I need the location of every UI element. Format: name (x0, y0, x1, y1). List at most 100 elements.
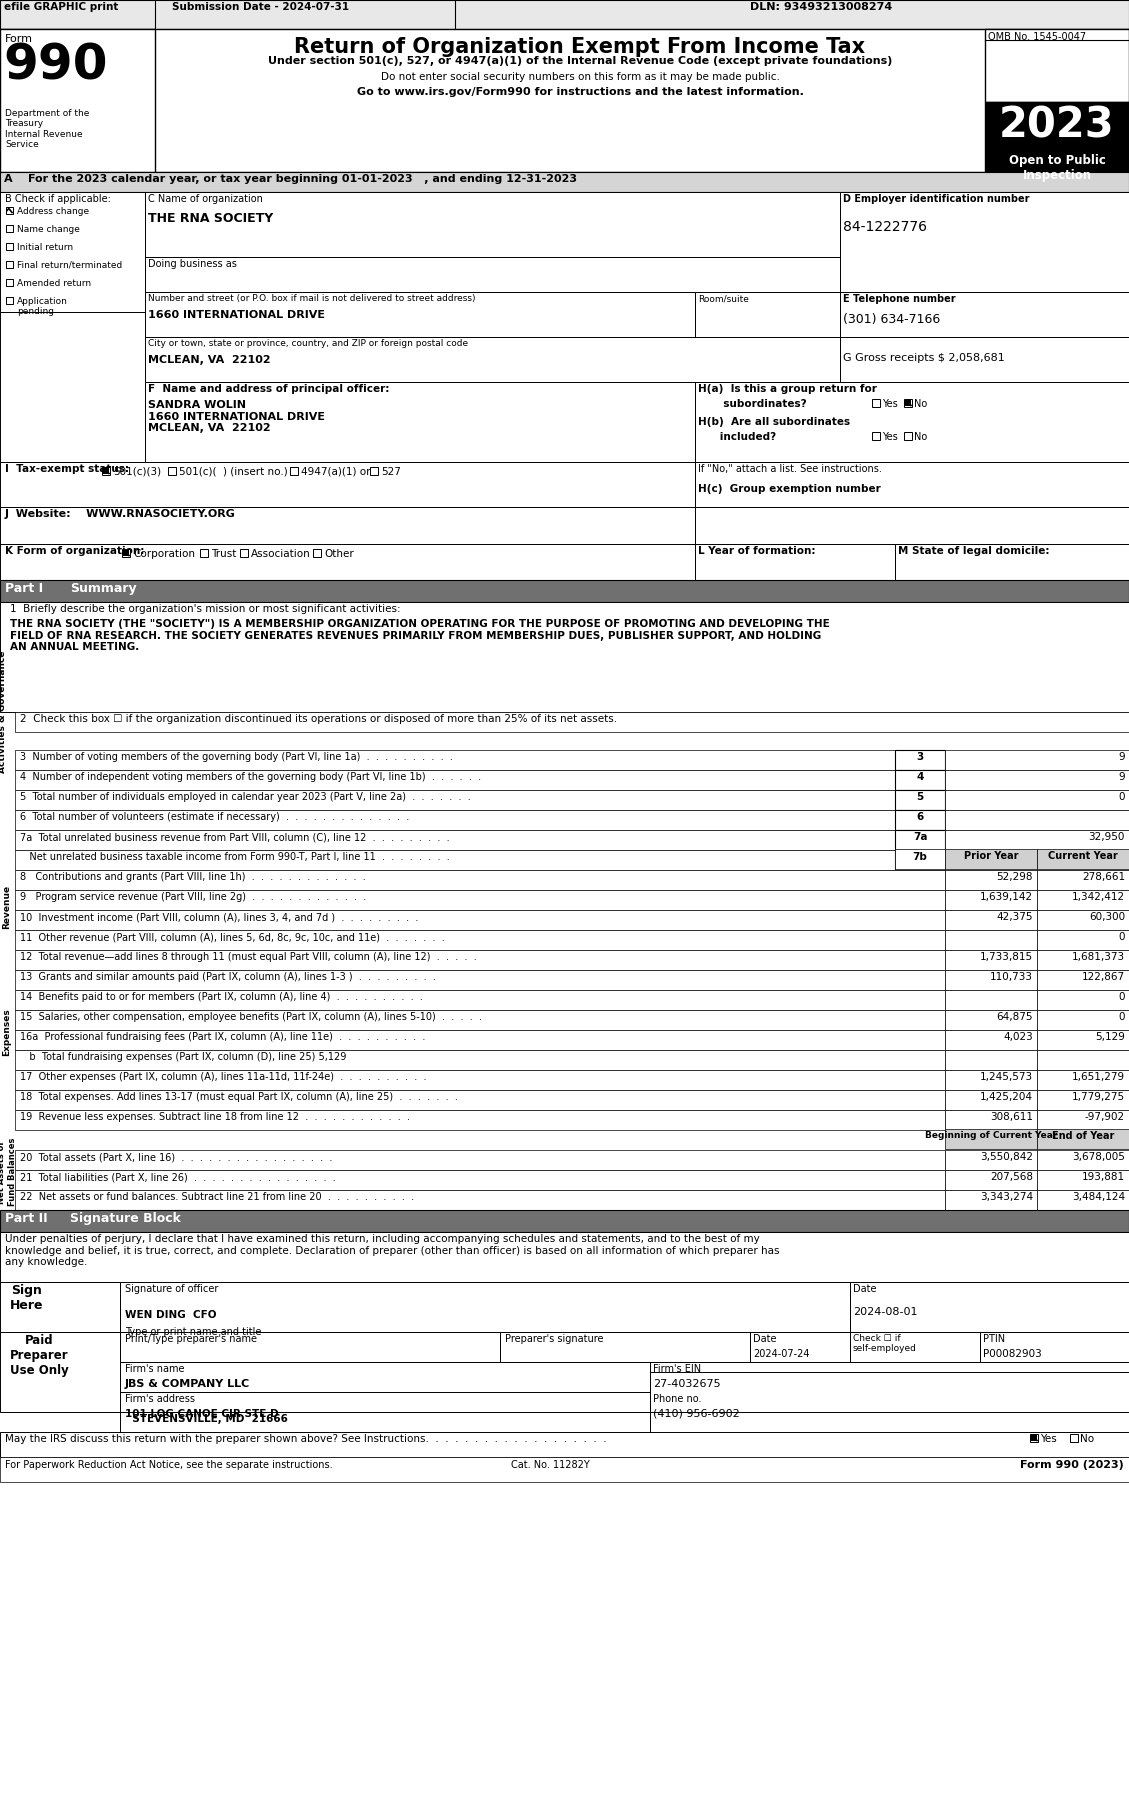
Bar (0, 602, 1129, 712)
Bar (945, 950, 1038, 969)
Text: Check ☐ if
self-employed: Check ☐ if self-employed (854, 1333, 917, 1353)
Text: 17  Other expenses (Part IX, column (A), lines 11a-11d, 11f-24e)  .  .  .  .  . : 17 Other expenses (Part IX, column (A), … (20, 1072, 427, 1081)
Bar (945, 1110, 1038, 1130)
Bar (0, 193, 145, 312)
Text: 13  Grants and similar amounts paid (Part IX, column (A), lines 1-3 )  .  .  .  : 13 Grants and similar amounts paid (Part… (20, 971, 436, 982)
Bar (0, 0, 1129, 29)
Bar (945, 831, 1129, 851)
Text: Net Assets or
Fund Balances: Net Assets or Fund Balances (0, 1137, 17, 1206)
Bar (0, 1233, 1129, 1281)
Bar (895, 769, 945, 789)
Bar (872, 398, 879, 407)
Bar (1038, 950, 1129, 969)
Bar (0, 544, 695, 580)
Bar (15, 950, 945, 969)
Text: Date: Date (753, 1333, 777, 1344)
Bar (120, 1362, 650, 1391)
Bar (120, 1332, 500, 1362)
Text: b  Total fundraising expenses (Part IX, column (D), line 25) 5,129: b Total fundraising expenses (Part IX, c… (20, 1052, 347, 1061)
Bar (1030, 1434, 1038, 1442)
Text: STEVENSVILLE, MD  21666: STEVENSVILLE, MD 21666 (125, 1415, 288, 1424)
Text: Net unrelated business taxable income from Form 990-T, Part I, line 11  .  .  . : Net unrelated business taxable income fr… (20, 852, 449, 861)
Text: Doing business as: Doing business as (148, 259, 237, 268)
Text: Number and street (or P.O. box if mail is not delivered to street address): Number and street (or P.O. box if mail i… (148, 294, 475, 303)
Bar (750, 1332, 850, 1362)
Text: 11  Other revenue (Part VIII, column (A), lines 5, 6d, 8c, 9c, 10c, and 11e)  . : 11 Other revenue (Part VIII, column (A),… (20, 932, 445, 942)
Bar (895, 851, 945, 870)
Bar (500, 1332, 750, 1362)
Text: End of Year: End of Year (1052, 1132, 1114, 1141)
Bar (0, 506, 695, 544)
Text: Address change: Address change (17, 207, 89, 216)
Text: Part II: Part II (5, 1213, 47, 1225)
Text: 0: 0 (1119, 991, 1124, 1002)
Text: OMB No. 1545-0047: OMB No. 1545-0047 (988, 32, 1086, 41)
Bar (945, 1130, 1038, 1150)
Bar (15, 1169, 945, 1189)
Bar (1038, 910, 1129, 930)
Bar (15, 712, 1129, 732)
Bar (0, 171, 1129, 193)
Bar (15, 1009, 945, 1031)
Text: 2  Check this box ☐ if the organization discontinued its operations or disposed : 2 Check this box ☐ if the organization d… (20, 714, 618, 724)
Text: Room/suite: Room/suite (698, 294, 749, 303)
Text: Corporation: Corporation (133, 550, 195, 559)
Text: Department of the
Treasury
Internal Revenue
Service: Department of the Treasury Internal Reve… (5, 108, 89, 150)
Text: G Gross receipts $ 2,058,681: G Gross receipts $ 2,058,681 (843, 353, 1005, 362)
Bar (1038, 969, 1129, 989)
Text: 7b: 7b (912, 852, 927, 861)
Text: 15  Salaries, other compensation, employee benefits (Part IX, column (A), lines : 15 Salaries, other compensation, employe… (20, 1013, 482, 1022)
Bar (840, 337, 1129, 382)
Bar (695, 382, 1129, 461)
Text: 12  Total revenue—add lines 8 through 11 (must equal Part VIII, column (A), line: 12 Total revenue—add lines 8 through 11 … (20, 951, 476, 962)
Bar (15, 1031, 945, 1051)
Bar (15, 969, 945, 989)
Text: 4,023: 4,023 (1004, 1033, 1033, 1042)
Text: 1,639,142: 1,639,142 (980, 892, 1033, 903)
Bar (650, 1362, 1129, 1391)
Text: 3,484,124: 3,484,124 (1071, 1191, 1124, 1202)
Text: D Employer identification number: D Employer identification number (843, 195, 1030, 204)
Bar (145, 292, 695, 337)
Bar (1038, 1150, 1129, 1169)
Bar (15, 870, 945, 890)
Text: 6  Total number of volunteers (estimate if necessary)  .  .  .  .  .  .  .  .  .: 6 Total number of volunteers (estimate i… (20, 813, 409, 822)
Text: Prior Year: Prior Year (964, 851, 1018, 861)
Bar (168, 467, 176, 476)
Bar (0, 29, 1129, 171)
Text: subordinates?: subordinates? (698, 398, 806, 409)
Text: 9: 9 (1119, 771, 1124, 782)
Bar (15, 1189, 945, 1209)
Text: Paid
Preparer
Use Only: Paid Preparer Use Only (10, 1333, 69, 1377)
Text: 5,129: 5,129 (1095, 1033, 1124, 1042)
Bar (145, 258, 840, 292)
Text: 22  Net assets or fund balances. Subtract line 21 from line 20  .  .  .  .  .  .: 22 Net assets or fund balances. Subtract… (20, 1191, 414, 1202)
Bar (145, 193, 840, 258)
Bar (15, 750, 895, 769)
Text: 8   Contributions and grants (Part VIII, line 1h)  .  .  .  .  .  .  .  .  .  . : 8 Contributions and grants (Part VIII, l… (20, 872, 366, 881)
Text: 16a  Professional fundraising fees (Part IX, column (A), line 11e)  .  .  .  .  : 16a Professional fundraising fees (Part … (20, 1033, 426, 1042)
Text: 1  Briefly describe the organization's mission or most significant activities:: 1 Briefly describe the organization's mi… (10, 604, 401, 614)
Text: H(c)  Group exemption number: H(c) Group exemption number (698, 485, 881, 494)
Bar (1038, 1090, 1129, 1110)
Bar (945, 969, 1038, 989)
Bar (0, 580, 1129, 602)
Text: 1,681,373: 1,681,373 (1071, 951, 1124, 962)
Text: For Paperwork Reduction Act Notice, see the separate instructions.: For Paperwork Reduction Act Notice, see … (5, 1460, 333, 1470)
Bar (895, 750, 945, 769)
Bar (1038, 849, 1129, 869)
Bar (695, 506, 1129, 544)
Bar (840, 292, 1129, 337)
Bar (145, 382, 695, 461)
Text: (410) 956-6902: (410) 956-6902 (653, 1409, 739, 1418)
Text: 501(c)(  ) (insert no.): 501(c)( ) (insert no.) (180, 467, 288, 478)
Text: 9: 9 (1119, 751, 1124, 762)
Bar (0, 461, 695, 506)
Text: 32,950: 32,950 (1088, 833, 1124, 842)
Bar (945, 1150, 1038, 1169)
Bar (15, 1051, 945, 1070)
Text: 60,300: 60,300 (1088, 912, 1124, 923)
Text: H(b)  Are all subordinates: H(b) Are all subordinates (698, 416, 850, 427)
Bar (370, 467, 378, 476)
Text: 7a: 7a (912, 833, 927, 842)
